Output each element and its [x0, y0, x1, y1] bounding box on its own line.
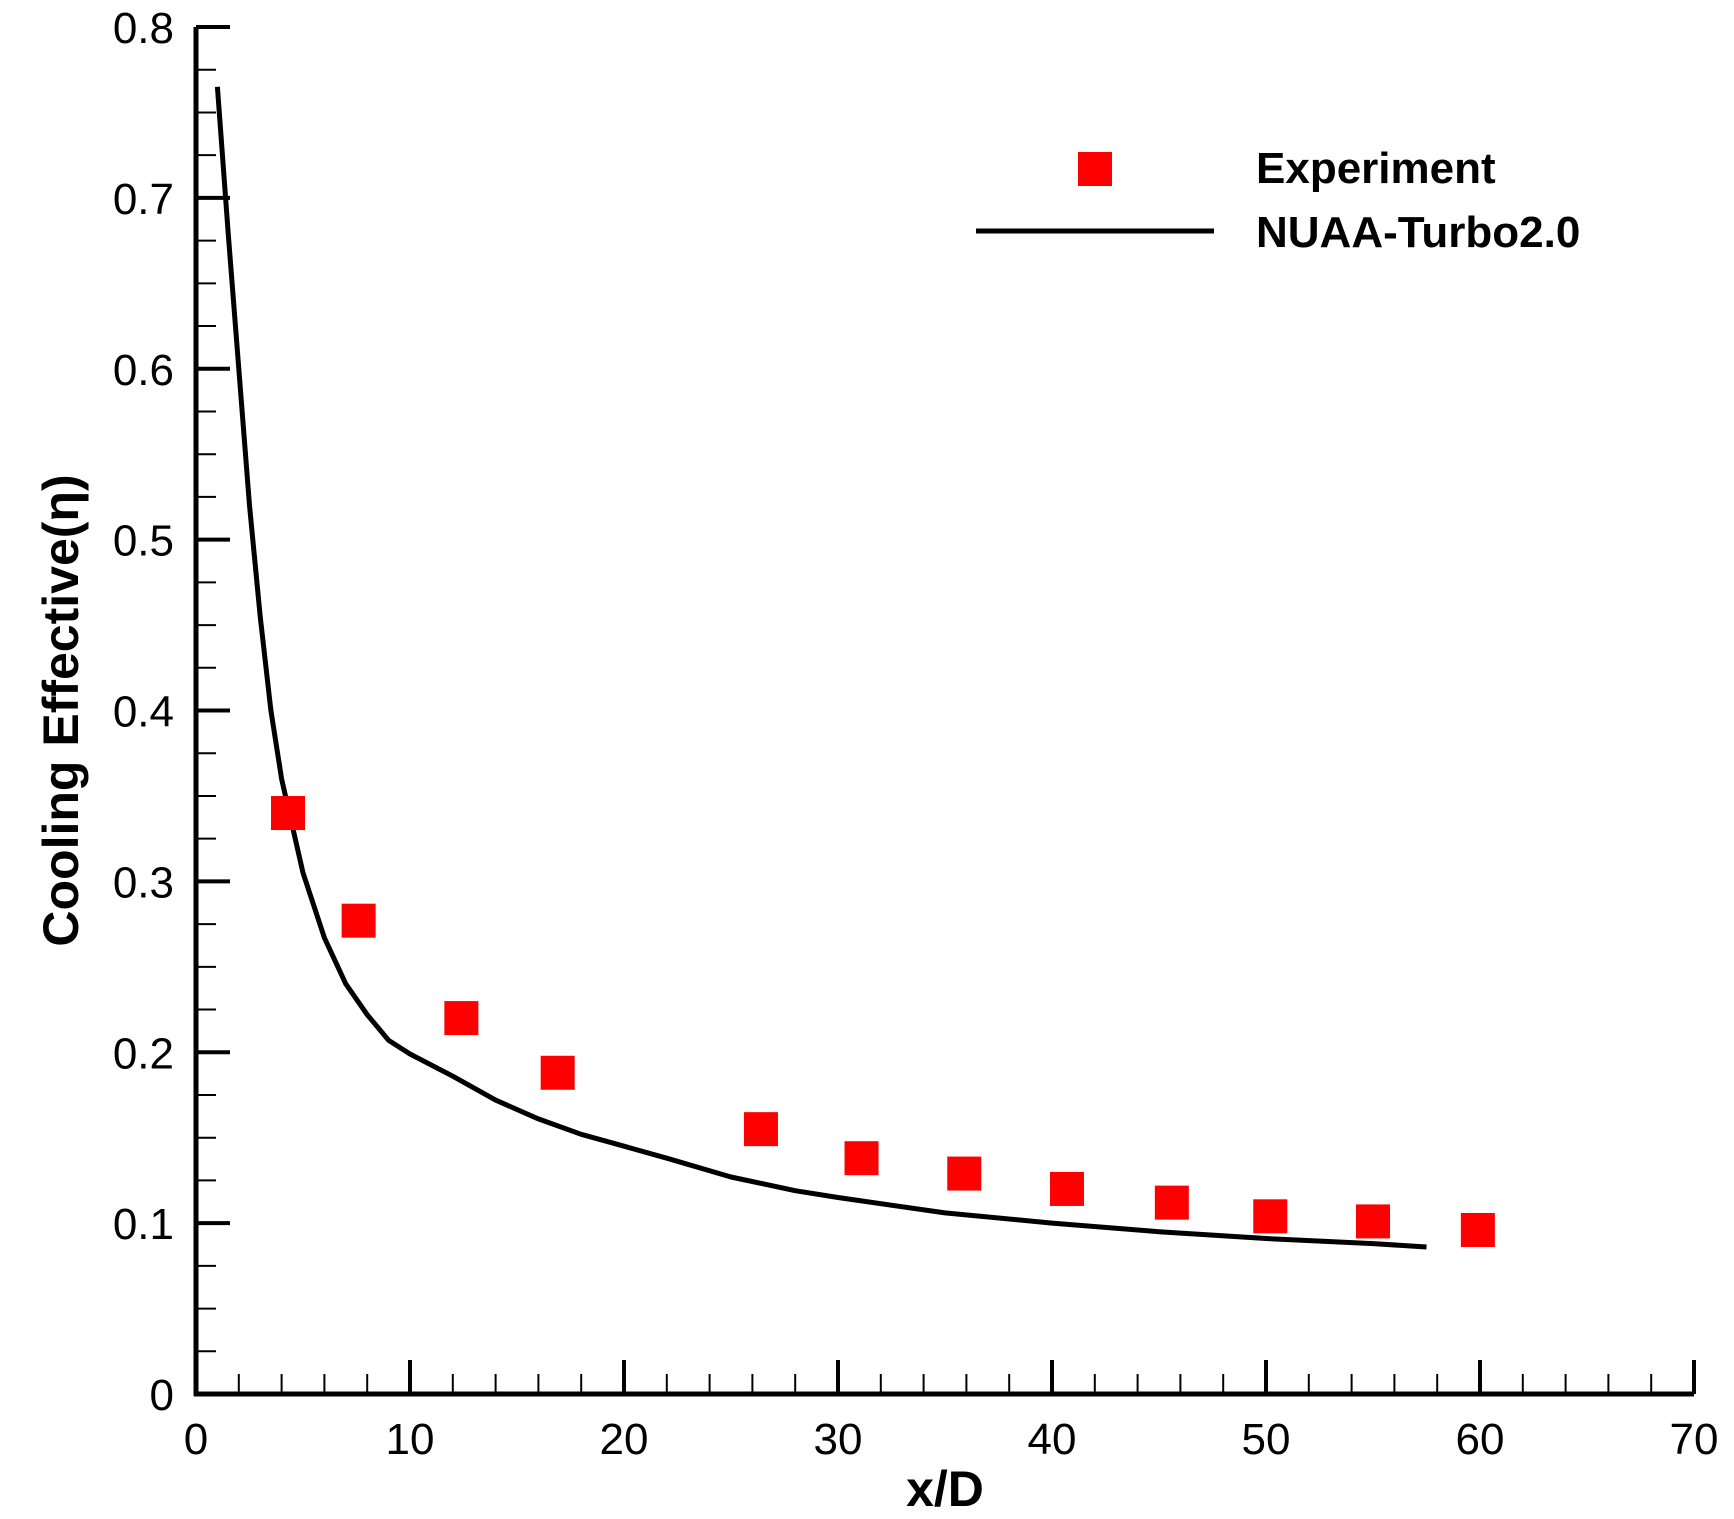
legend: Experiment NUAA-Turbo2.0 [976, 144, 1580, 257]
experiment-point [1253, 1199, 1288, 1234]
series-line-nuaa-turbo [214, 86, 1427, 1250]
experiment-point [540, 1055, 575, 1090]
x-tick-label: 0 [184, 1415, 208, 1464]
y-axis-title: Cooling Effective(η) [33, 474, 89, 946]
x-axis-title: x/D [906, 1461, 984, 1517]
y-tick-label: 0.4 [113, 688, 174, 737]
legend-marker-experiment [1078, 152, 1112, 186]
experiment-point [444, 1001, 479, 1036]
y-tick-label: 0.8 [113, 4, 174, 53]
tick-labels: 0 10 20 30 40 50 60 70 0 0.1 0.2 0.3 0.4 0.5 0.6 0.7 0.8 [113, 4, 1719, 1464]
experiment-point [947, 1156, 982, 1191]
y-tick-label: 0.5 [113, 517, 174, 566]
x-tick-label: 50 [1242, 1415, 1291, 1464]
series-layer [214, 86, 1495, 1250]
experiment-point [341, 903, 376, 938]
x-tick-label: 30 [814, 1415, 863, 1464]
x-tick-label: 10 [386, 1415, 435, 1464]
x-tick-label: 20 [600, 1415, 649, 1464]
experiment-point [1154, 1185, 1189, 1220]
y-tick-label: 0.3 [113, 858, 174, 907]
x-tick-label: 70 [1670, 1415, 1719, 1464]
y-tick-label: 0.2 [113, 1029, 174, 1078]
experiment-point [1356, 1204, 1390, 1239]
experiment-point [743, 1112, 778, 1147]
x-tick-label: 60 [1456, 1415, 1505, 1464]
experiment-point [1460, 1212, 1495, 1247]
y-tick-label: 0.1 [113, 1200, 174, 1249]
experiment-point [1049, 1171, 1084, 1206]
legend-label-nuaa-turbo: NUAA-Turbo2.0 [1256, 208, 1580, 257]
y-tick-label: 0.6 [113, 346, 174, 395]
x-tick-label: 40 [1028, 1415, 1077, 1464]
experiment-point [844, 1141, 879, 1176]
y-tick-label: 0.7 [113, 175, 174, 224]
y-tick-label: 0 [150, 1371, 174, 1420]
legend-label-experiment: Experiment [1256, 144, 1496, 193]
minor-ticks [196, 68, 1653, 1394]
experiment-point [271, 796, 306, 831]
